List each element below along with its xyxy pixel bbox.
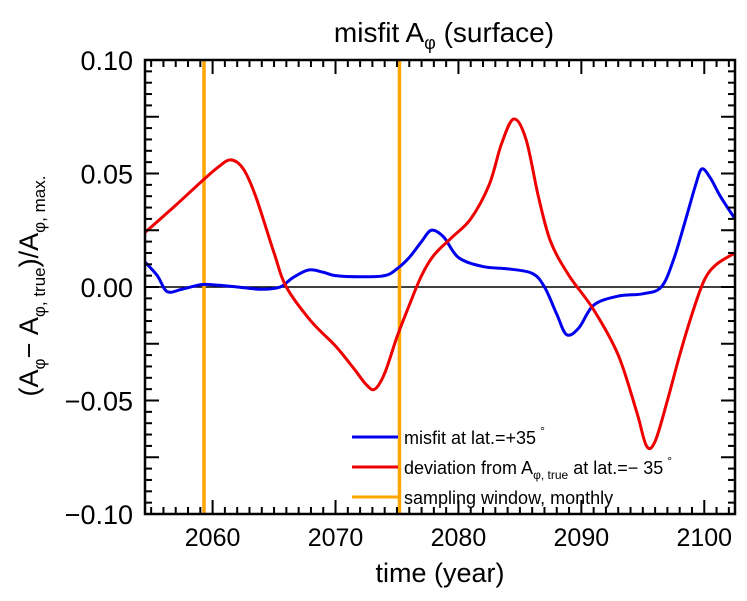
- chart-title-base: misfit A: [334, 17, 425, 48]
- legend-label-text: sampling window, monthly: [404, 488, 613, 508]
- plot-area: 2060 2070 2080 2090 2100 −0.10 −0.05 0.00 0.05 0.…: [65, 46, 737, 552]
- y-tick-label: 0.05: [80, 160, 133, 190]
- chart-title-sub: φ: [424, 33, 436, 53]
- y-label-minus: − A: [14, 317, 44, 358]
- y-tick-label: −0.10: [65, 500, 133, 530]
- x-tick-label: 2070: [308, 524, 364, 552]
- legend-label-text: deviation from A: [404, 458, 533, 478]
- x-axis-label: time (year): [375, 558, 504, 588]
- chart-title: misfit Aφ (surface): [334, 17, 554, 53]
- legend-label-degree: °: [540, 424, 545, 438]
- y-label-sub3: φ, max.: [30, 176, 49, 233]
- legend-label-3: sampling window, monthly: [404, 488, 613, 508]
- y-label-sub2: φ, true: [30, 267, 49, 317]
- series-line-1: [145, 167, 735, 337]
- y-tick-label: −0.05: [65, 387, 133, 417]
- series-line-2: [145, 117, 735, 451]
- x-tick-label: 2100: [676, 524, 732, 552]
- legend-label-sub: φ, true: [533, 468, 568, 482]
- legend: misfit at lat.=+35 °deviation from Aφ, tr…: [352, 424, 672, 508]
- y-label-open: (A: [14, 369, 44, 396]
- legend-label-2: deviation from Aφ, true at lat.=− 35 °: [404, 454, 672, 482]
- y-axis-label: (Aφ− Aφ, true)/Aφ, max.: [14, 176, 49, 397]
- x-tick-label: 2090: [554, 524, 610, 552]
- chart-title-rest: (surface): [436, 17, 554, 48]
- y-label-sub1: φ: [30, 358, 49, 369]
- y-tick-label: 0.00: [80, 273, 133, 303]
- legend-label-rest: at lat.=− 35: [568, 458, 663, 478]
- legend-label-text: misfit at lat.=+35: [404, 428, 536, 448]
- y-label-mid: )/A: [14, 233, 44, 268]
- legend-label-1: misfit at lat.=+35 °: [404, 424, 545, 448]
- x-tick-label: 2060: [185, 524, 241, 552]
- legend-label-degree: °: [667, 454, 672, 468]
- x-tick-label: 2080: [431, 524, 487, 552]
- y-tick-label: 0.10: [80, 46, 133, 76]
